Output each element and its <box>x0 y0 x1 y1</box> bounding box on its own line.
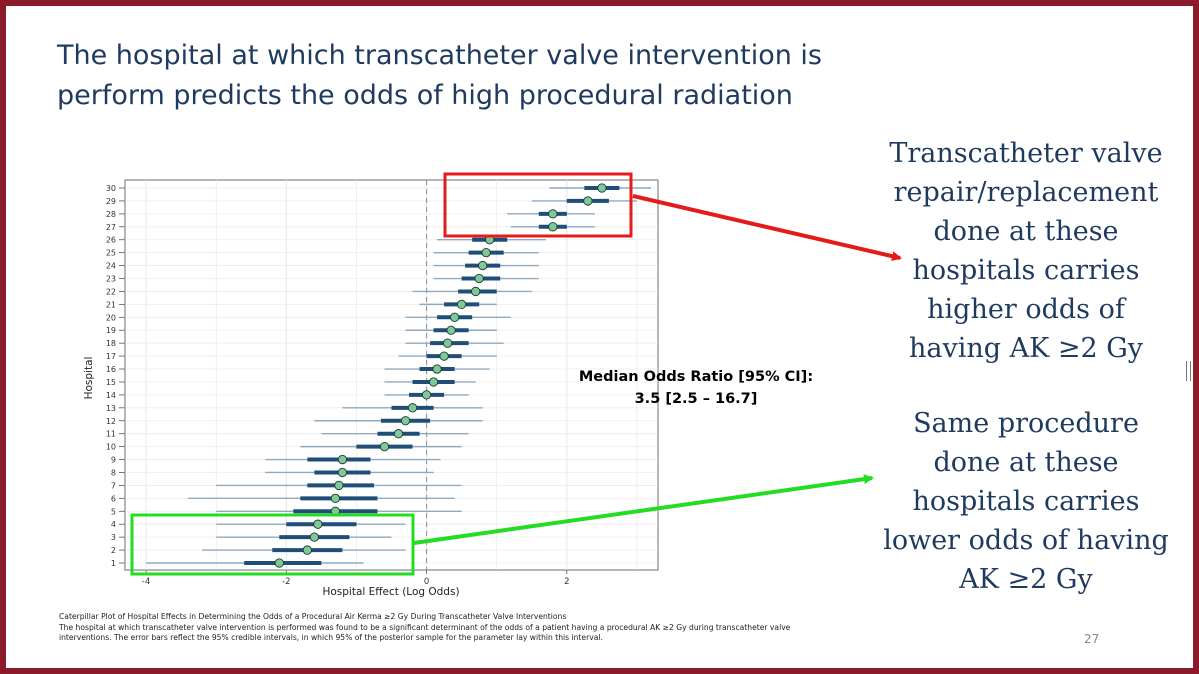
x-tick-label: -4 <box>142 577 150 587</box>
median-point <box>330 493 341 503</box>
median-point <box>446 325 456 335</box>
y-tick-label: 5 <box>111 507 116 516</box>
y-axis-label: Hospital <box>83 357 95 400</box>
median-point <box>309 532 320 542</box>
high-odds-text-line-3: done at these <box>933 216 1119 247</box>
caterpillar-plot: 1234567891011121314151617181920212223242… <box>83 172 902 598</box>
low-odds-arrow <box>413 474 874 545</box>
y-tick-label: 28 <box>106 210 116 219</box>
y-tick-label: 10 <box>106 443 116 452</box>
y-tick-label: 6 <box>111 494 116 503</box>
x-tick-label: -2 <box>282 577 290 587</box>
caption-title: Caterpillar Plot of Hospital Effects in … <box>59 612 567 621</box>
median-point <box>379 441 390 452</box>
low-odds-text-line-2: done at these <box>933 447 1119 478</box>
x-tick-label: 0 <box>424 577 429 587</box>
high-odds-text-line-6: having AK ≥2 Gy <box>908 333 1144 364</box>
caption-line-2: interventions. The error bars reflect th… <box>59 633 603 642</box>
median-point <box>393 429 404 439</box>
median-point <box>474 273 484 284</box>
y-tick-label: 13 <box>106 404 116 413</box>
median-point <box>471 286 481 297</box>
median-point <box>548 222 558 232</box>
low-odds-text-line-5: AK ≥2 Gy <box>959 564 1093 595</box>
x-tick-labels: -4 -2 0 2 <box>142 570 570 587</box>
low-odds-text-line-4: lower odds of having <box>883 525 1169 556</box>
y-tick-label: 14 <box>106 391 116 400</box>
high-odds-text-line-5: higher odds of <box>927 294 1125 325</box>
median-point <box>456 299 467 310</box>
median-point <box>337 454 348 465</box>
median-point <box>439 351 449 361</box>
low-odds-text-line-3: hospitals carries <box>912 486 1140 517</box>
median-odds-ratio-value: 3.5 [2.5 – 16.7] <box>634 391 758 407</box>
median-point <box>400 416 411 426</box>
y-tick-label: 22 <box>106 287 116 296</box>
y-tick-label: 11 <box>106 430 116 439</box>
y-tick-label: 25 <box>106 249 116 258</box>
low-odds-highlight-box <box>130 513 415 576</box>
y-tick-label: 7 <box>111 481 116 490</box>
median-point <box>449 312 460 322</box>
median-point <box>337 467 348 478</box>
median-point <box>583 196 593 206</box>
y-tick-label: 9 <box>111 456 116 465</box>
x-axis-label: Hospital Effect (Log Odds) <box>322 586 459 598</box>
y-tick-label: 17 <box>106 352 116 361</box>
median-point <box>274 558 284 568</box>
y-tick-label: 30 <box>106 184 116 193</box>
slide-title-line-2: perform predicts the odds of high proced… <box>57 80 793 111</box>
y-tick-label: 21 <box>106 300 116 309</box>
y-tick-label: 24 <box>106 262 116 271</box>
y-tick-label: 1 <box>111 559 116 568</box>
high-odds-text-line-4: hospitals carries <box>912 255 1140 286</box>
x-tick-label: 2 <box>564 577 569 587</box>
slide-edge-handle <box>1186 361 1191 381</box>
y-tick-label: 18 <box>106 339 116 348</box>
y-tick-label: 16 <box>106 365 116 374</box>
y-tick-label: 23 <box>106 275 116 284</box>
plot-panel <box>124 179 659 571</box>
median-odds-ratio: Median Odds Ratio [95% CI]: 3.5 [2.5 – 1… <box>566 366 826 410</box>
median-points <box>274 183 607 568</box>
median-point <box>302 545 312 555</box>
caption-line-1: The hospital at which transcatheter valv… <box>59 622 791 632</box>
median-point <box>432 364 442 374</box>
slide: The hospital at which transcatheter valv… <box>6 6 1193 668</box>
y-tick-label: 12 <box>106 417 116 426</box>
median-point <box>421 390 432 400</box>
high-odds-annotation: Transcatheter valve repair/replacement don… <box>866 134 1186 368</box>
figure-caption: Caterpillar Plot of Hospital Effects in … <box>59 612 1069 644</box>
y-tick-label: 15 <box>106 378 116 387</box>
high-odds-text-line-1: Transcatheter valve <box>889 138 1163 169</box>
y-tick-label: 2 <box>111 546 116 555</box>
median-point <box>478 260 488 271</box>
high-odds-highlight-box <box>443 172 633 238</box>
median-odds-ratio-label: Median Odds Ratio [95% CI]: <box>578 369 814 385</box>
low-odds-text-line-1: Same procedure <box>913 408 1139 439</box>
y-tick-label: 19 <box>106 326 116 335</box>
high-odds-text-line-2: repair/replacement <box>893 177 1159 208</box>
y-tick-label: 27 <box>106 223 116 232</box>
page-number: 27 <box>1084 632 1100 646</box>
median-point <box>428 377 439 387</box>
y-tick-label: 29 <box>106 197 116 206</box>
slide-title: The hospital at which transcatheter valv… <box>57 36 957 116</box>
y-tick-label: 26 <box>106 236 116 245</box>
y-tick-label: 20 <box>106 313 116 322</box>
y-tick-label: 8 <box>111 468 116 477</box>
median-point <box>442 338 453 348</box>
median-point <box>481 248 491 258</box>
median-point <box>597 183 607 193</box>
median-point <box>548 209 558 219</box>
median-point <box>407 403 418 413</box>
y-tick-labels: 1234567891011121314151617181920212223242… <box>106 184 125 568</box>
low-odds-annotation: Same procedure done at these hospitals car… <box>866 404 1186 599</box>
median-point <box>313 519 323 529</box>
slide-title-line-1: The hospital at which transcatheter valv… <box>57 40 822 71</box>
high-odds-arrow <box>632 194 902 262</box>
median-point <box>334 480 344 491</box>
y-tick-label: 3 <box>111 533 116 542</box>
y-tick-label: 4 <box>111 520 116 529</box>
